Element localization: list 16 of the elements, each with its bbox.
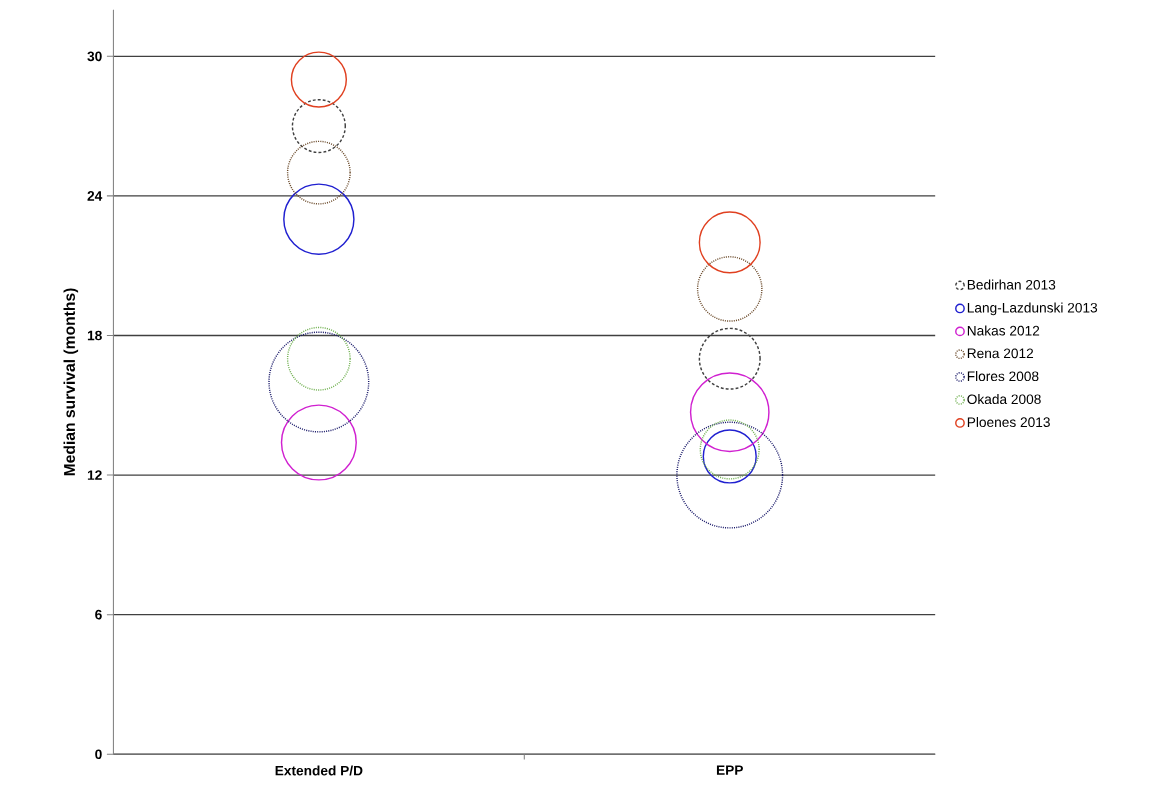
legend-label: Bedirhan 2013 <box>967 279 1056 290</box>
y-tick-label: 6 <box>95 609 102 620</box>
legend-label: Rena 2012 <box>967 348 1034 358</box>
legend-label: Nakas 2012 <box>967 325 1040 336</box>
legend-label: Lang-Lazdunski 2013 <box>967 302 1098 316</box>
y-tick-label: 24 <box>87 190 103 201</box>
legend-label: Flores 2008 <box>967 370 1039 381</box>
y-tick-label: 0 <box>95 749 102 759</box>
legend-label: Ploenes 2013 <box>967 416 1050 427</box>
y-tick-label: 18 <box>87 330 102 341</box>
x-tick-label: Extended P/D <box>275 765 363 776</box>
y-tick-label: 30 <box>87 51 102 61</box>
y-axis-title: Median survival (months) <box>63 288 79 476</box>
x-tick-label: EPP <box>716 765 743 775</box>
legend-label: Okada 2008 <box>967 393 1041 404</box>
y-tick-label: 12 <box>87 470 102 480</box>
